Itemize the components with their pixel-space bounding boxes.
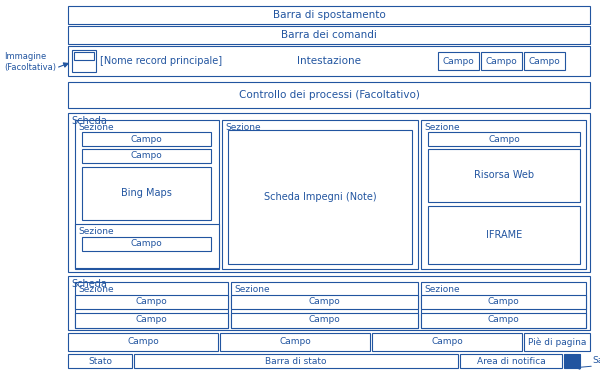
Bar: [68, 46, 590, 76]
Text: Risorsa Web: Risorsa Web: [474, 171, 534, 181]
Text: Immagine
(Facoltativa): Immagine (Facoltativa): [4, 52, 56, 72]
Bar: [75, 120, 219, 269]
Bar: [231, 282, 418, 328]
Text: Campo: Campo: [488, 315, 520, 325]
Text: Sezione: Sezione: [78, 285, 113, 294]
Bar: [68, 354, 132, 368]
Bar: [524, 333, 590, 351]
Text: IFRAME: IFRAME: [486, 230, 522, 240]
Bar: [460, 354, 562, 368]
Bar: [82, 149, 211, 163]
Bar: [75, 224, 219, 268]
Text: Bing Maps: Bing Maps: [121, 188, 172, 198]
Text: Campo: Campo: [279, 338, 311, 347]
Text: Area di notifica: Area di notifica: [476, 357, 545, 365]
Bar: [75, 282, 228, 328]
Text: Campo: Campo: [488, 135, 520, 144]
Bar: [74, 52, 94, 60]
Bar: [231, 313, 418, 328]
Bar: [421, 295, 586, 309]
Bar: [68, 113, 590, 272]
Text: Scheda: Scheda: [71, 116, 107, 126]
Bar: [220, 333, 370, 351]
Text: Campo: Campo: [308, 298, 340, 306]
Bar: [72, 50, 96, 72]
Text: Barra di spostamento: Barra di spostamento: [272, 10, 385, 20]
Bar: [82, 237, 211, 251]
Text: Campo: Campo: [529, 56, 560, 66]
Text: Salva: Salva: [592, 356, 600, 365]
Bar: [222, 120, 418, 269]
Bar: [421, 282, 586, 328]
Bar: [68, 333, 218, 351]
Text: Campo: Campo: [131, 240, 163, 249]
Bar: [68, 82, 590, 108]
Bar: [421, 313, 586, 328]
Bar: [82, 132, 211, 146]
Text: Sezione: Sezione: [234, 285, 269, 294]
Bar: [564, 354, 580, 368]
Bar: [82, 167, 211, 220]
Text: Campo: Campo: [131, 151, 163, 161]
Text: Scheda: Scheda: [71, 279, 107, 289]
Text: Sezione: Sezione: [424, 285, 460, 294]
Text: Controllo dei processi (Facoltativo): Controllo dei processi (Facoltativo): [239, 90, 419, 100]
Text: [Nome record principale]: [Nome record principale]: [100, 56, 222, 66]
Bar: [75, 313, 228, 328]
Text: Sezione: Sezione: [78, 123, 113, 132]
Bar: [68, 276, 590, 330]
Bar: [438, 52, 479, 70]
Text: Campo: Campo: [136, 298, 167, 306]
Bar: [428, 149, 580, 202]
Text: Scheda Impegni (Note): Scheda Impegni (Note): [263, 192, 376, 202]
Bar: [68, 6, 590, 24]
Text: Sezione: Sezione: [225, 123, 260, 132]
Bar: [68, 26, 590, 44]
Text: Intestazione: Intestazione: [297, 56, 361, 66]
Bar: [134, 354, 458, 368]
Text: Sezione: Sezione: [78, 227, 113, 236]
Bar: [231, 295, 418, 309]
Text: Campo: Campo: [431, 338, 463, 347]
Text: Sezione: Sezione: [424, 123, 460, 132]
Text: Campo: Campo: [136, 315, 167, 325]
Bar: [372, 333, 522, 351]
Bar: [428, 206, 580, 264]
Text: Campo: Campo: [485, 56, 517, 66]
Text: Campo: Campo: [127, 338, 159, 347]
Text: Barra dei comandi: Barra dei comandi: [281, 30, 377, 40]
Text: Campo: Campo: [488, 298, 520, 306]
Text: Barra di stato: Barra di stato: [265, 357, 327, 365]
Text: Campo: Campo: [308, 315, 340, 325]
Text: Campo: Campo: [131, 135, 163, 144]
Bar: [421, 120, 586, 269]
Bar: [481, 52, 522, 70]
Text: Stato: Stato: [88, 357, 112, 365]
Text: Piè di pagina: Piè di pagina: [528, 337, 586, 347]
Bar: [75, 295, 228, 309]
Text: Campo: Campo: [443, 56, 475, 66]
Bar: [524, 52, 565, 70]
Bar: [228, 130, 412, 264]
Bar: [428, 132, 580, 146]
